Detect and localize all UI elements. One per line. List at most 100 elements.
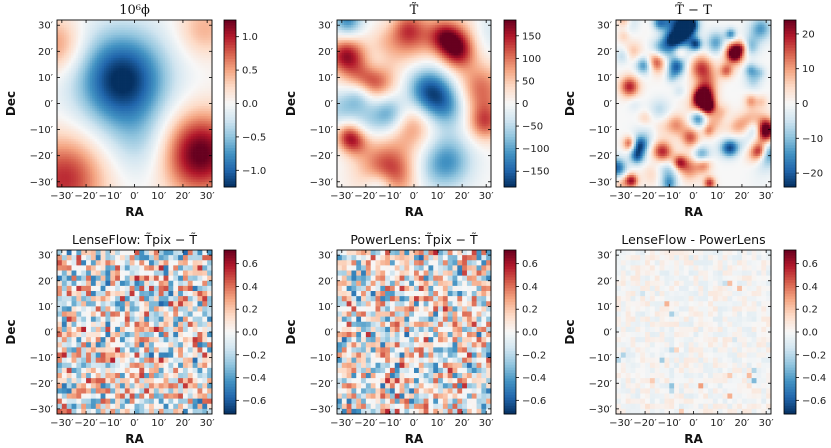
heatmap-cell [92, 154, 95, 157]
heatmap-cell [71, 146, 74, 150]
heatmap-cell [423, 37, 427, 41]
heatmap-cell [111, 88, 114, 92]
heatmap-cell [453, 25, 457, 28]
heatmap-cell [92, 32, 95, 36]
heatmap-cell [195, 88, 199, 92]
heatmap-cell [120, 166, 124, 170]
heatmap-cell [188, 22, 192, 26]
heatmap-cell [160, 55, 164, 59]
heatmap-cell [132, 60, 135, 64]
colorbar-tick-label: 0.5 [242, 66, 258, 77]
heatmap-cell [118, 37, 121, 41]
heatmap-cell [197, 176, 201, 180]
heatmap-cell [146, 156, 149, 160]
heatmap-cell [106, 55, 110, 59]
heatmap-cell [143, 151, 147, 155]
heatmap-cell [155, 146, 159, 150]
heatmap-cell [59, 50, 63, 54]
heatmap-cell [209, 95, 213, 99]
heatmap-cell [207, 78, 210, 82]
heatmap-cell [64, 80, 67, 84]
heatmap-cell [204, 111, 208, 114]
heatmap-cell [183, 128, 187, 132]
heatmap-cell [125, 138, 128, 142]
heatmap-cell [143, 35, 147, 39]
heatmap-cell [183, 184, 187, 188]
heatmap-cell [94, 118, 98, 122]
heatmap-cell [148, 95, 152, 99]
heatmap-cell [186, 156, 189, 160]
heatmap-cell [439, 20, 443, 23]
heatmap-cell [169, 52, 173, 56]
heatmap-cell [115, 143, 119, 147]
heatmap-cell [89, 138, 93, 142]
heatmap-cell [209, 45, 213, 49]
heatmap-cell [190, 57, 194, 61]
heatmap-cell [78, 52, 81, 56]
heatmap-cell [183, 126, 187, 130]
heatmap-cell [85, 106, 88, 109]
heatmap-cell [197, 161, 201, 165]
heatmap-cell [71, 131, 74, 135]
heatmap-cell [125, 159, 128, 163]
heatmap-cell [143, 181, 147, 185]
heatmap-cell [141, 100, 145, 104]
heatmap-cell [101, 32, 105, 36]
heatmap-cell [106, 60, 110, 64]
heatmap-cell [111, 166, 114, 170]
heatmap-cell [94, 121, 98, 125]
heatmap-cell [160, 121, 164, 125]
heatmap-cell [78, 85, 81, 89]
heatmap-cell [125, 20, 128, 23]
heatmap-cell [167, 95, 171, 99]
heatmap-cell [125, 75, 128, 79]
heatmap-cell [143, 143, 147, 147]
heatmap-cell [87, 146, 91, 150]
heatmap-cell [179, 37, 182, 41]
heatmap-cell [87, 106, 91, 109]
heatmap-cell [179, 68, 182, 71]
heatmap-cell [146, 146, 149, 150]
heatmap-cell [176, 47, 180, 51]
heatmap-cell [99, 70, 102, 74]
heatmap-cell [132, 118, 135, 122]
heatmap-cell [355, 22, 359, 26]
heatmap-cell [169, 151, 173, 155]
heatmap-cell [75, 108, 79, 112]
heatmap-cell [103, 138, 107, 142]
heatmap-cell [92, 111, 95, 114]
heatmap-cell [101, 133, 105, 137]
heatmap-cell [115, 52, 119, 56]
heatmap-cell [87, 27, 91, 31]
heatmap-cell [183, 103, 187, 107]
heatmap-cell [132, 75, 135, 79]
heatmap-cell [207, 176, 210, 180]
heatmap-cell [428, 37, 431, 41]
heatmap-cell [73, 100, 77, 104]
heatmap-cell [353, 27, 357, 31]
heatmap-cell [141, 52, 145, 56]
heatmap-cell [66, 156, 70, 160]
heatmap-cell [453, 27, 457, 31]
heatmap-cell [113, 100, 117, 104]
colorbar-segment [224, 184, 236, 188]
heatmap-cell [207, 166, 210, 170]
heatmap-cell [136, 146, 140, 150]
heatmap-cell [89, 50, 93, 54]
heatmap-cell [118, 174, 121, 178]
heatmap-cell [172, 78, 175, 82]
heatmap-cell [358, 27, 361, 31]
heatmap-cell [64, 159, 67, 163]
heatmap-cell [179, 35, 182, 39]
heatmap-cell [155, 50, 159, 54]
heatmap-cell [141, 154, 145, 157]
heatmap-cell [153, 179, 156, 183]
heatmap-cell [136, 47, 140, 51]
heatmap-cell [108, 176, 112, 180]
heatmap-cell [167, 118, 171, 122]
heatmap-cell [68, 131, 72, 135]
heatmap-cell [134, 100, 138, 104]
heatmap-cell [134, 149, 138, 152]
heatmap-cell [87, 131, 91, 135]
heatmap-cell [64, 70, 67, 74]
